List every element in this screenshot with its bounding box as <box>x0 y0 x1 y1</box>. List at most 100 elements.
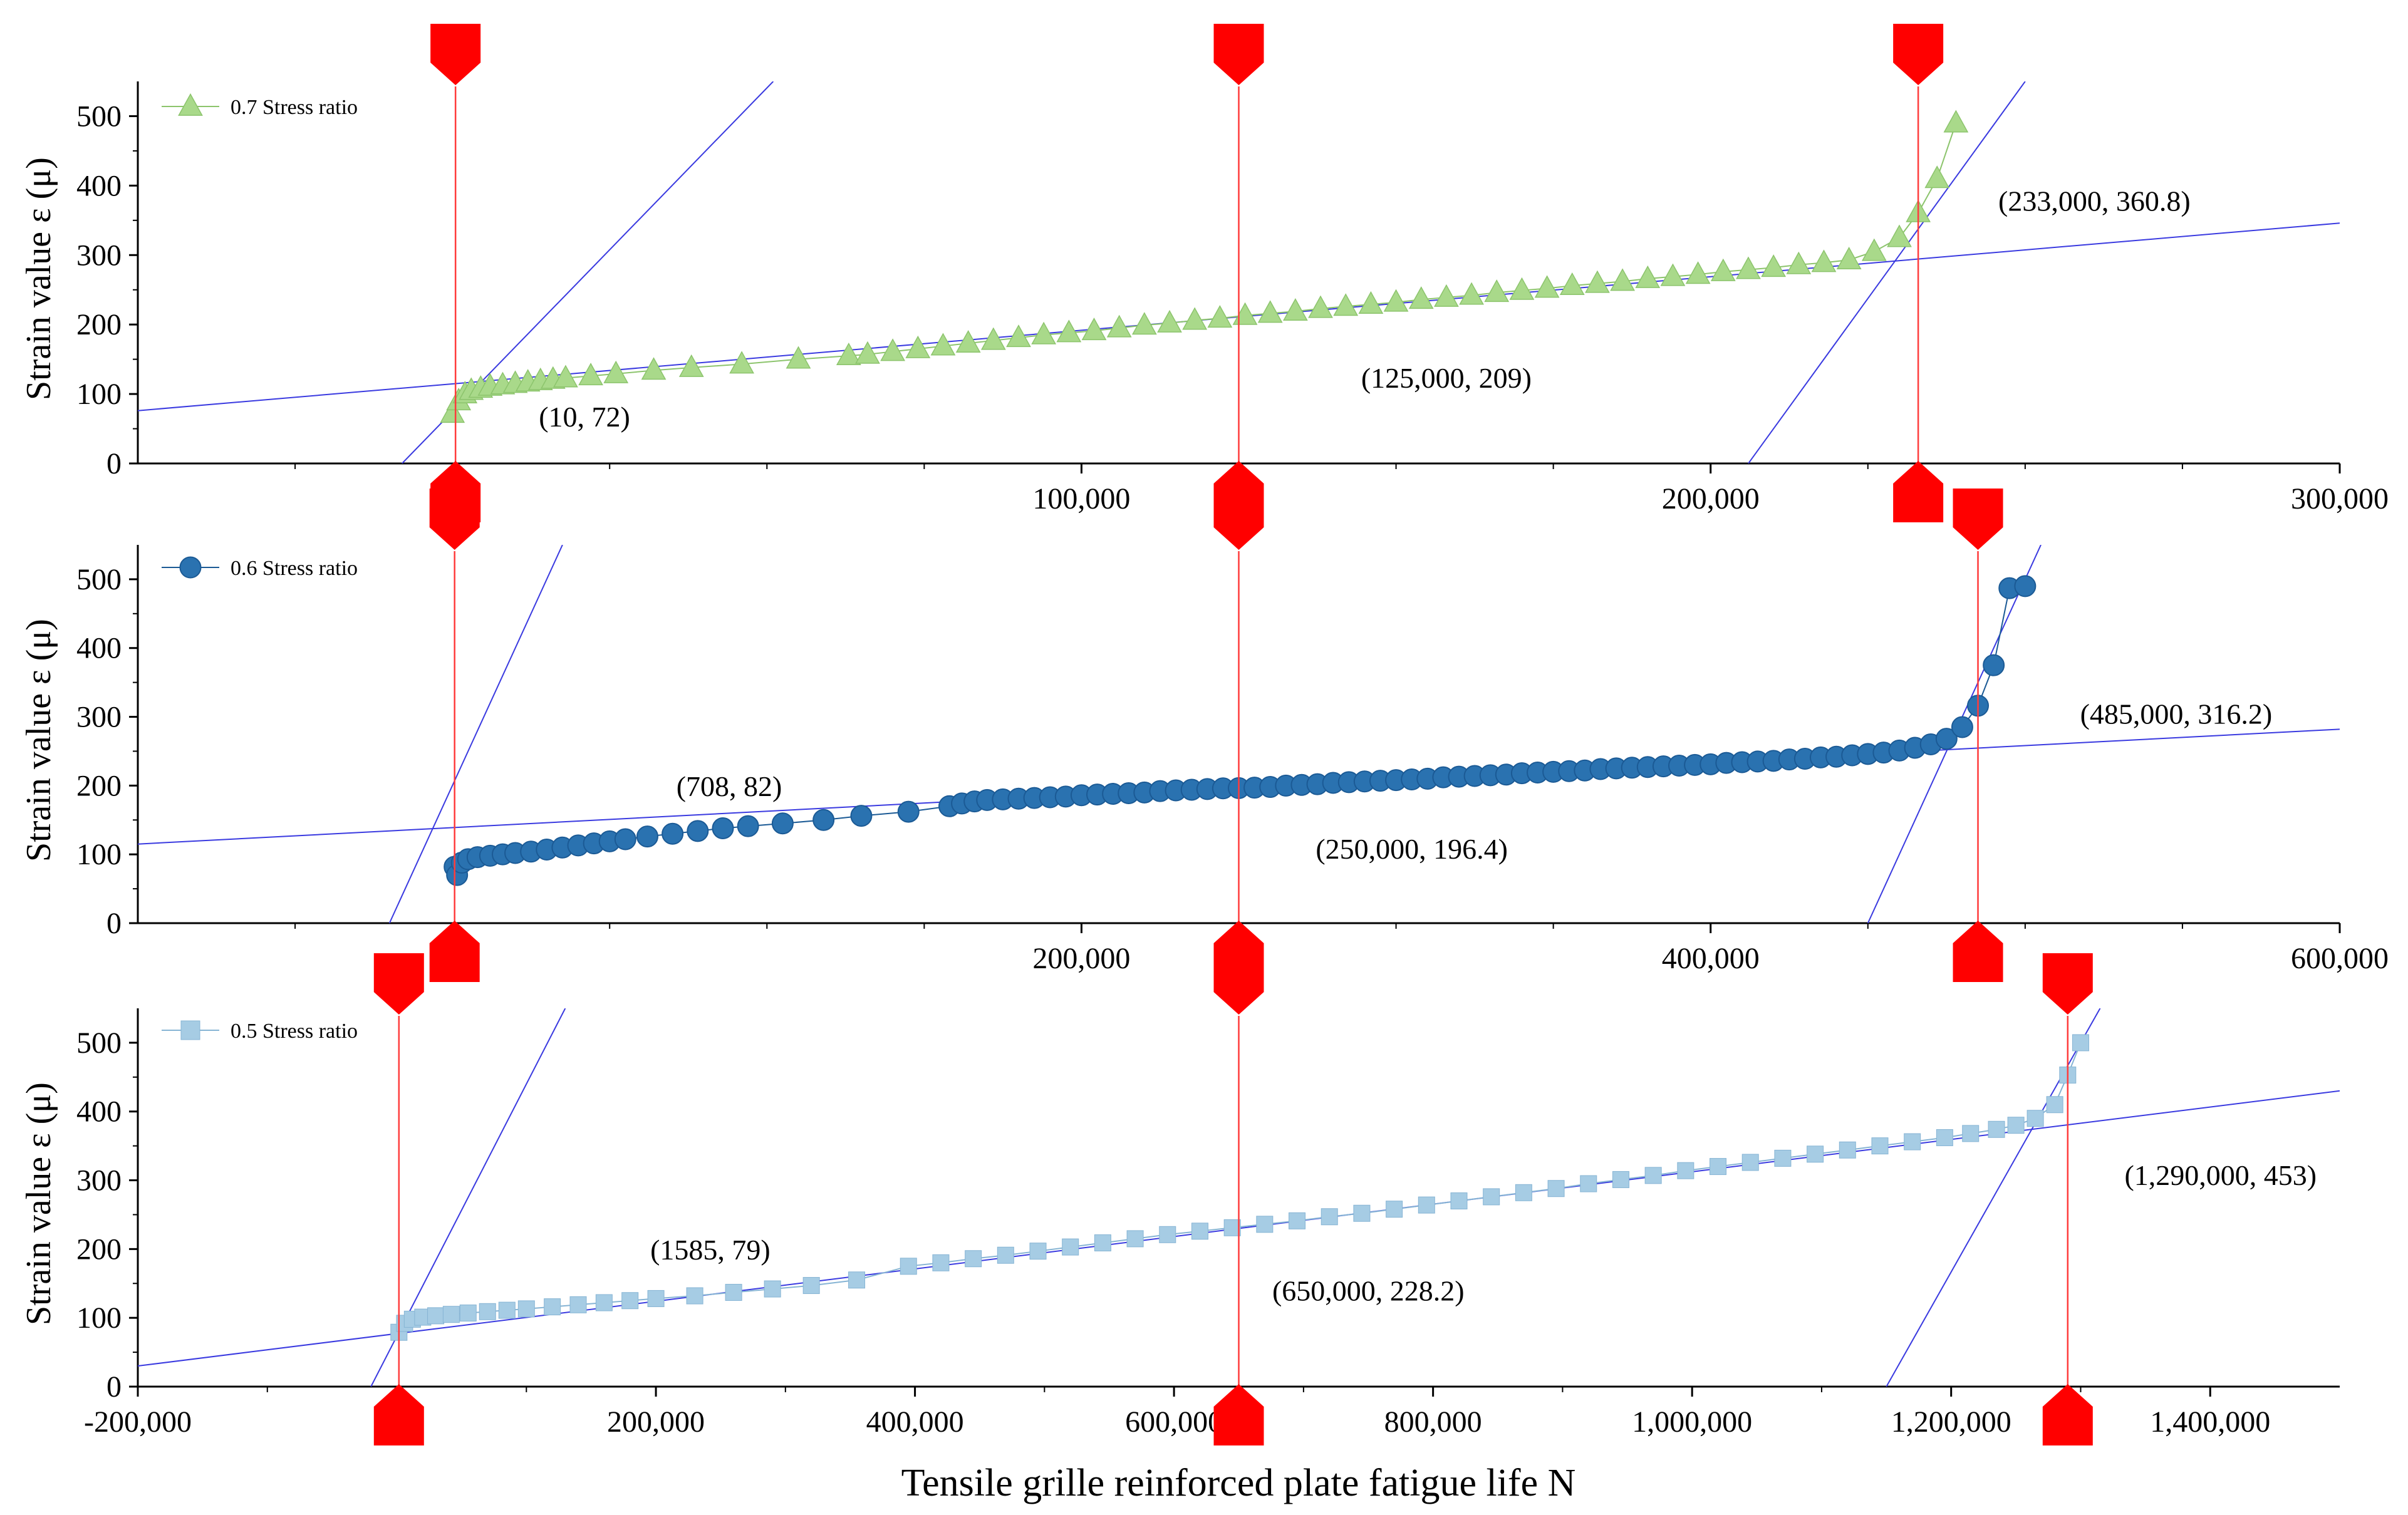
svg-text:(125,000, 209): (125,000, 209) <box>1361 362 1532 394</box>
indicator-marker-bottom <box>429 921 480 982</box>
indicator-marker-top <box>429 489 480 550</box>
data-point <box>880 338 906 361</box>
svg-text:(10, 72): (10, 72) <box>539 401 630 433</box>
data-point <box>1483 1188 1500 1206</box>
data-point <box>1710 1158 1727 1176</box>
svg-text:(485,000, 316.2): (485,000, 316.2) <box>2080 698 2273 730</box>
data-point <box>712 817 734 839</box>
indicator-marker-top <box>2042 953 2093 1015</box>
data-point <box>621 1292 639 1310</box>
data-point <box>2007 1117 2025 1134</box>
data-point <box>1029 1243 1047 1260</box>
data-point <box>1383 289 1409 312</box>
data-point <box>1289 1212 1306 1229</box>
data-point <box>1408 286 1434 309</box>
panel-stress-0-5: Strain value ε (μ) 0.5 Stress ratio (158… <box>19 1008 2340 1439</box>
annotation-point-1: (1585, 79) <box>650 1234 771 1266</box>
y-axis-title: Strain value ε (μ) <box>19 619 58 862</box>
indicator-marker-top <box>1213 24 1264 85</box>
data-point <box>1951 716 1973 738</box>
data-point <box>729 351 754 374</box>
data-point <box>553 365 578 388</box>
data-point <box>1677 1162 1694 1179</box>
y-tick-label: 300 <box>76 1164 122 1197</box>
legend-marker <box>162 556 219 579</box>
y-tick-label: 100 <box>76 838 122 871</box>
data-point <box>1983 654 2005 676</box>
plot-area <box>138 1008 2340 1387</box>
data-point <box>1106 314 1132 338</box>
series-line <box>398 1042 2082 1333</box>
data-point <box>1159 1226 1176 1243</box>
data-point <box>1386 1201 1403 1218</box>
data-point <box>636 825 658 848</box>
data-point <box>595 1294 613 1311</box>
data-point <box>1126 1230 1144 1248</box>
data-point <box>1559 272 1585 295</box>
svg-text:(1,290,000, 453): (1,290,000, 453) <box>2124 1159 2317 1191</box>
data-point <box>1871 1137 1889 1155</box>
data-point <box>1685 261 1711 284</box>
x-tick-label: 1,200,000 <box>1891 1405 2011 1439</box>
data-point <box>1935 728 1958 750</box>
y-tick-label: 100 <box>76 1301 122 1335</box>
data-point <box>1353 1204 1371 1222</box>
data-point <box>1056 319 1082 343</box>
data-point <box>905 335 931 358</box>
x-tick-label: 400,000 <box>1662 942 1760 975</box>
x-tick-label: 100,000 <box>1032 482 1130 515</box>
data-point <box>498 1301 516 1319</box>
data-point <box>1811 249 1837 272</box>
indicator-marker-bottom <box>1893 461 1944 522</box>
data-point <box>802 1277 820 1295</box>
data-point <box>1924 165 1950 189</box>
indicator-marker-top <box>373 953 424 1015</box>
y-tick-label: 500 <box>76 563 122 596</box>
y-tick-label: 200 <box>76 308 122 341</box>
data-point <box>848 1271 866 1289</box>
data-point <box>1839 1141 1856 1159</box>
x-tick-label: 400,000 <box>866 1405 964 1439</box>
legend-symbol <box>178 93 203 116</box>
annotation-point-3: (1,290,000, 453) <box>2124 1159 2317 1191</box>
data-point <box>930 333 956 356</box>
data-point <box>1534 275 1560 298</box>
x-axis-title: Tensile grille reinforced plate fatigue … <box>901 1462 1576 1504</box>
data-point <box>1484 279 1510 302</box>
y-axis-title: Strain value ε (μ) <box>19 1082 58 1325</box>
y-axis-title: Strain value ε (μ) <box>19 157 58 400</box>
legend-label: 0.6 Stress ratio <box>231 557 358 580</box>
y-tick-label: 500 <box>76 100 122 133</box>
data-point <box>1644 1167 1662 1184</box>
y-tick-label: 0 <box>106 447 122 480</box>
data-point <box>1807 1145 1824 1163</box>
legend-symbol <box>179 556 202 579</box>
indicator-marker-top <box>1893 24 1944 85</box>
data-point <box>641 357 667 380</box>
data-point <box>1861 238 1887 261</box>
data-point <box>687 820 709 842</box>
x-tick-label: 200,000 <box>1032 942 1130 975</box>
legend-label: 0.5 Stress ratio <box>231 1020 358 1043</box>
data-point <box>686 1287 703 1305</box>
data-point <box>427 1307 445 1325</box>
data-point <box>836 343 861 366</box>
data-point <box>1710 258 1736 281</box>
svg-text:(650,000, 228.2): (650,000, 228.2) <box>1272 1275 1465 1307</box>
data-point <box>1256 1216 1274 1233</box>
data-point <box>1761 254 1787 277</box>
x-tick-label: 200,000 <box>607 1405 705 1439</box>
data-point <box>1988 1120 2005 1138</box>
legend-label: 0.7 Stress ratio <box>231 96 358 119</box>
data-point <box>932 1254 950 1271</box>
data-point <box>1836 246 1862 269</box>
data-point <box>786 346 811 369</box>
indicator-marker-top <box>1953 489 2003 550</box>
data-point <box>1131 312 1157 335</box>
indicator-marker-bottom <box>373 1384 424 1445</box>
y-tick-label: 400 <box>76 632 122 665</box>
data-point <box>2046 1096 2063 1114</box>
legend-marker <box>162 93 219 116</box>
data-point <box>1459 282 1484 305</box>
